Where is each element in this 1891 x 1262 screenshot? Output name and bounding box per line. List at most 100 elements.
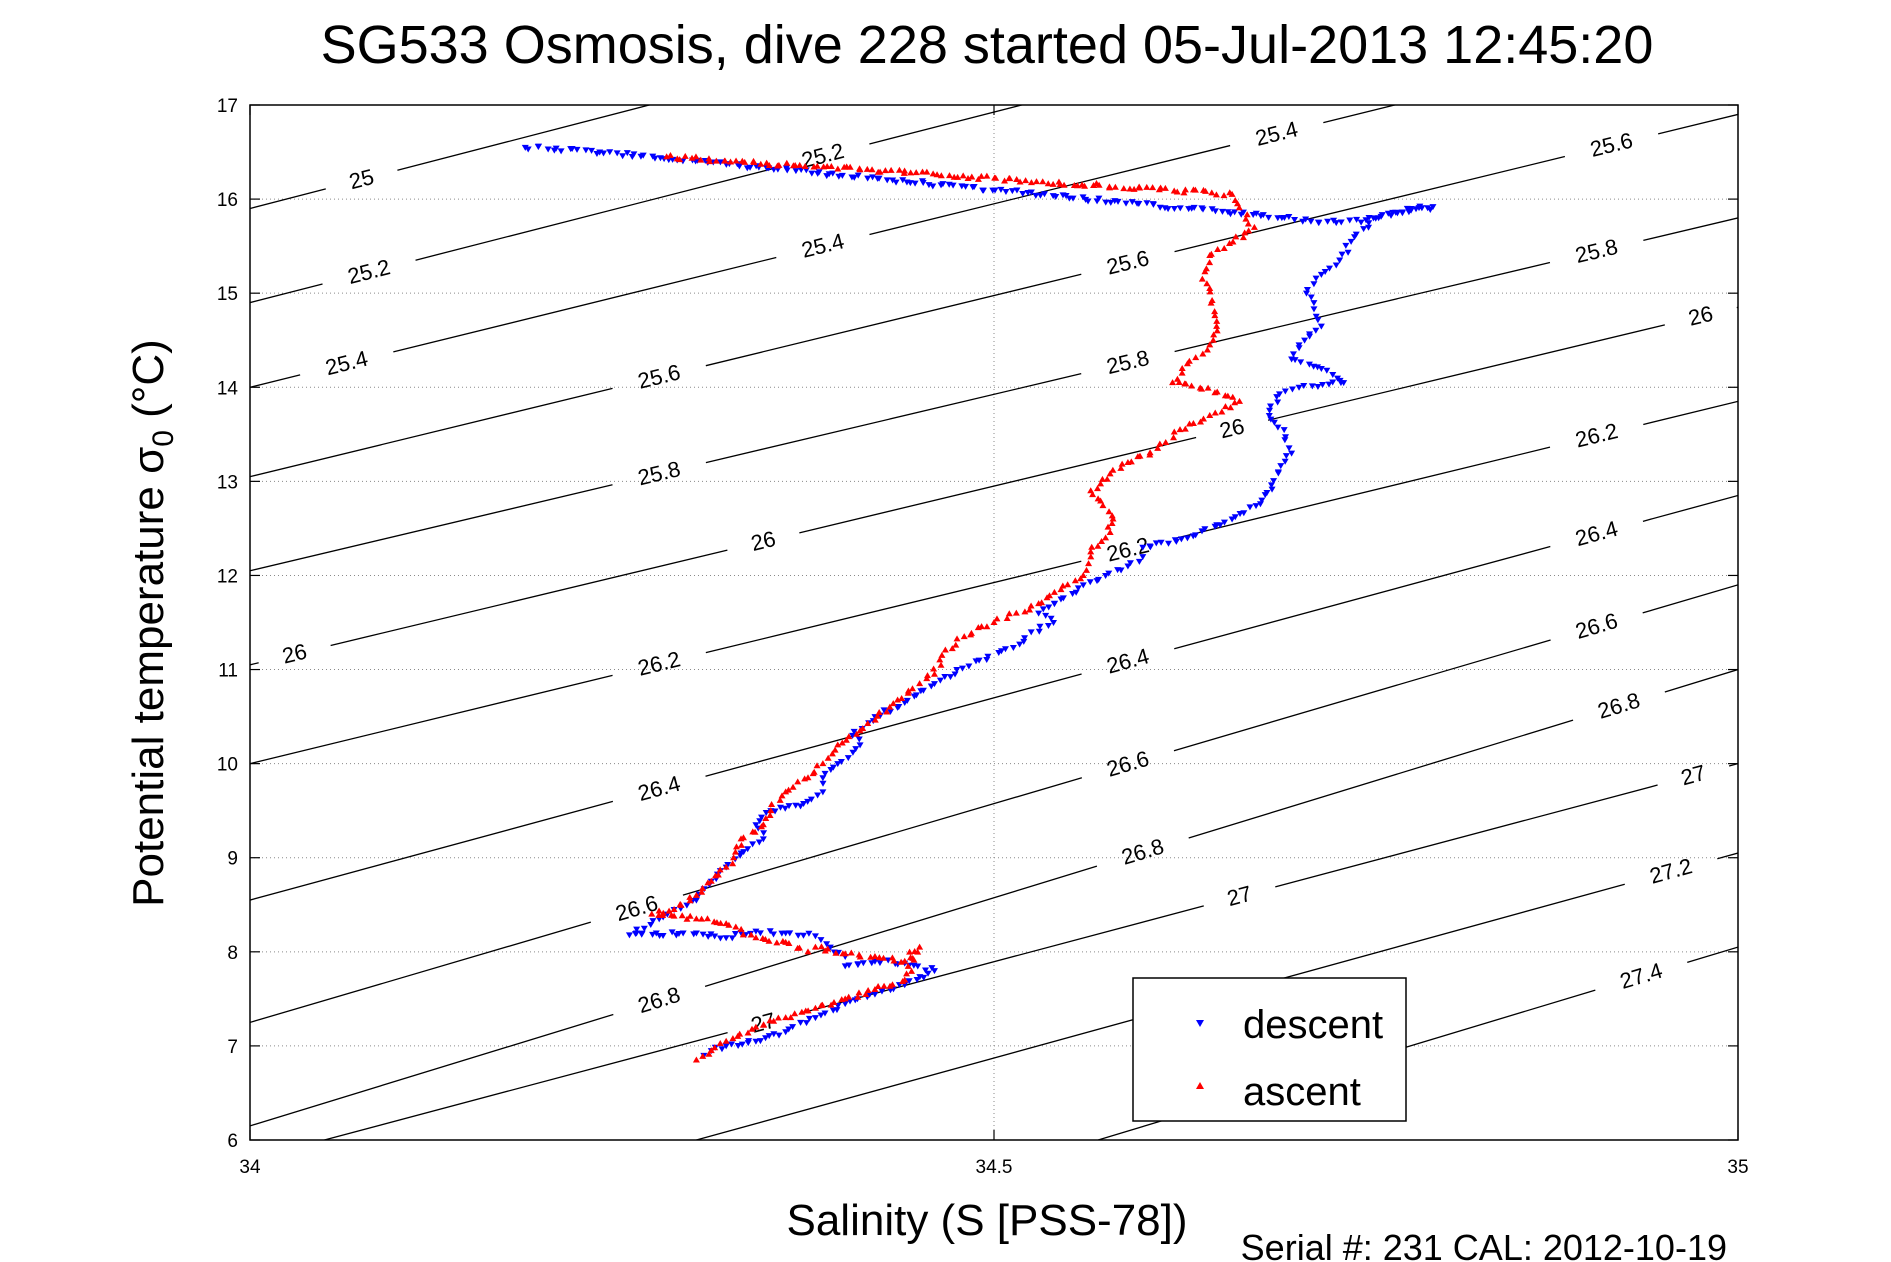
descent-point-27 [1139, 544, 1147, 551]
descent-interp-1-57 [883, 177, 891, 184]
ascent-interp-53-2 [906, 948, 914, 955]
contour-segment-25.6-2 [1174, 155, 1566, 253]
descent-interp-1-102 [1107, 199, 1115, 206]
descent-interp-9-2 [1321, 269, 1329, 276]
descent-interp-1-134 [1265, 214, 1273, 221]
ascent-interp-25-3 [948, 645, 956, 652]
ascent-interp-0-39 [856, 166, 864, 173]
ascent-interp-32-3 [809, 770, 817, 777]
descent-interp-39-4 [936, 677, 944, 684]
ascent-interp-13-3 [1162, 438, 1170, 445]
ascent-interp-0-23 [775, 161, 783, 168]
ascent-interp-0-9 [706, 158, 714, 165]
ascent-interp-46-2 [732, 923, 740, 930]
descent-interp-57-2 [647, 921, 655, 928]
descent-interp-63-3 [799, 932, 807, 939]
ascent-point-31 [834, 741, 842, 748]
serial-cal-footer: Serial #: 231 CAL: 2012-10-19 [1241, 1227, 1727, 1262]
ascent-point-35 [767, 807, 775, 814]
ascent-interp-50-1 [817, 943, 825, 950]
descent-interp-64-2 [823, 941, 831, 948]
descent-interp-59-8 [668, 929, 676, 936]
descent-interp-1-133 [1259, 212, 1267, 219]
descent-interp-20-1 [1274, 399, 1282, 406]
descent-interp-1-71 [949, 182, 957, 189]
ascent-interp-11-4 [1218, 408, 1226, 415]
descent-interp-57-1 [649, 918, 657, 925]
ascent-interp-0-3 [676, 156, 684, 163]
ascent-interp-22-3 [1021, 608, 1029, 615]
ascent-point-63 [692, 1056, 700, 1063]
ascent-interp-12-1 [1200, 415, 1208, 422]
descent-interp-31-1 [1074, 585, 1082, 592]
ascent-interp-9-1 [1175, 379, 1183, 386]
y-tick-label-5: 11 [218, 661, 238, 682]
ascent-point-23 [1012, 609, 1020, 616]
descent-point-48 [797, 803, 805, 810]
contour-segment-25.4-1 [393, 256, 777, 353]
descent-interp-25-1 [1220, 519, 1228, 526]
descent-interp-44-2 [849, 749, 857, 756]
descent-interp-13-3 [1314, 317, 1322, 324]
descent-interp-2-4 [1357, 219, 1365, 226]
descent-point-26 [1183, 535, 1191, 542]
descent-interp-69-3 [914, 963, 922, 970]
descent-point-76 [782, 1029, 790, 1036]
ascent-point-13 [1176, 426, 1184, 433]
descent-interp-49-3 [756, 818, 764, 825]
y-axis-label-sigma: σ [124, 447, 173, 474]
ascent-point-6 [1213, 327, 1221, 334]
ascent-interp-28-5 [894, 696, 902, 703]
descent-point-22 [1280, 427, 1288, 434]
ascent-interp-0-99 [1157, 184, 1165, 191]
descent-interp-18-4 [1319, 381, 1327, 388]
descent-interp-1-138 [1285, 213, 1293, 220]
ascent-interp-27-2 [923, 675, 931, 682]
ascent-interp-40-1 [704, 879, 712, 886]
ascent-interp-0-18 [750, 159, 758, 166]
descent-interp-69-4 [921, 967, 929, 974]
descent-point-31 [1079, 582, 1087, 589]
descent-interp-33-2 [1047, 615, 1055, 622]
contour-segment-25.2-end [869, 105, 1025, 145]
y-tick-label-0: 6 [227, 1131, 238, 1152]
ascent-interp-45-5 [717, 919, 725, 926]
ascent-interp-0-100 [1161, 184, 1169, 191]
descent-interp-40-1 [927, 683, 935, 690]
descent-interp-18-3 [1325, 381, 1333, 388]
ascent-interp-0-91 [1120, 185, 1128, 192]
descent-interp-1-108 [1135, 201, 1143, 208]
y-tick-label-10: 16 [217, 190, 238, 211]
ascent-interp-54-3 [910, 956, 918, 963]
descent-interp-1-51 [850, 174, 858, 181]
ascent-interp-13-2 [1170, 434, 1178, 441]
ascent-interp-6-2 [1209, 336, 1217, 343]
ascent-interp-23-2 [1003, 614, 1011, 621]
ascent-interp-58-2 [802, 1007, 810, 1014]
ascent-interp-35-2 [762, 814, 770, 821]
ascent-interp-9-6 [1198, 385, 1206, 392]
y-tick-label-4: 10 [217, 755, 238, 776]
ascent-point-25 [960, 633, 968, 640]
descent-interp-1-62 [906, 180, 914, 187]
ascent-interp-13-4 [1156, 440, 1164, 447]
descent-interp-8-1 [1342, 242, 1350, 249]
y-tick-label-6: 12 [217, 566, 238, 587]
descent-point-34 [1050, 620, 1058, 626]
ascent-interp-15-3 [1109, 466, 1117, 473]
descent-interp-0-6 [552, 145, 560, 152]
descent-interp-1-81 [1002, 188, 1010, 195]
descent-interp-63-4 [805, 930, 813, 937]
descent-interp-61-1 [728, 935, 736, 942]
ascent-interp-11-1 [1231, 399, 1239, 406]
ascent-interp-8-1 [1178, 364, 1186, 371]
ascent-interp-46-1 [725, 921, 733, 928]
ascent-interp-20-1 [1077, 575, 1085, 582]
descent-interp-1-39 [792, 168, 800, 175]
descent-point-14 [1317, 323, 1325, 330]
descent-interp-70-1 [924, 970, 932, 977]
descent-interp-1-49 [838, 172, 846, 179]
ascent-interp-34-1 [778, 792, 786, 799]
descent-interp-34-3 [1035, 628, 1043, 635]
descent-interp-24-3 [1246, 504, 1254, 511]
